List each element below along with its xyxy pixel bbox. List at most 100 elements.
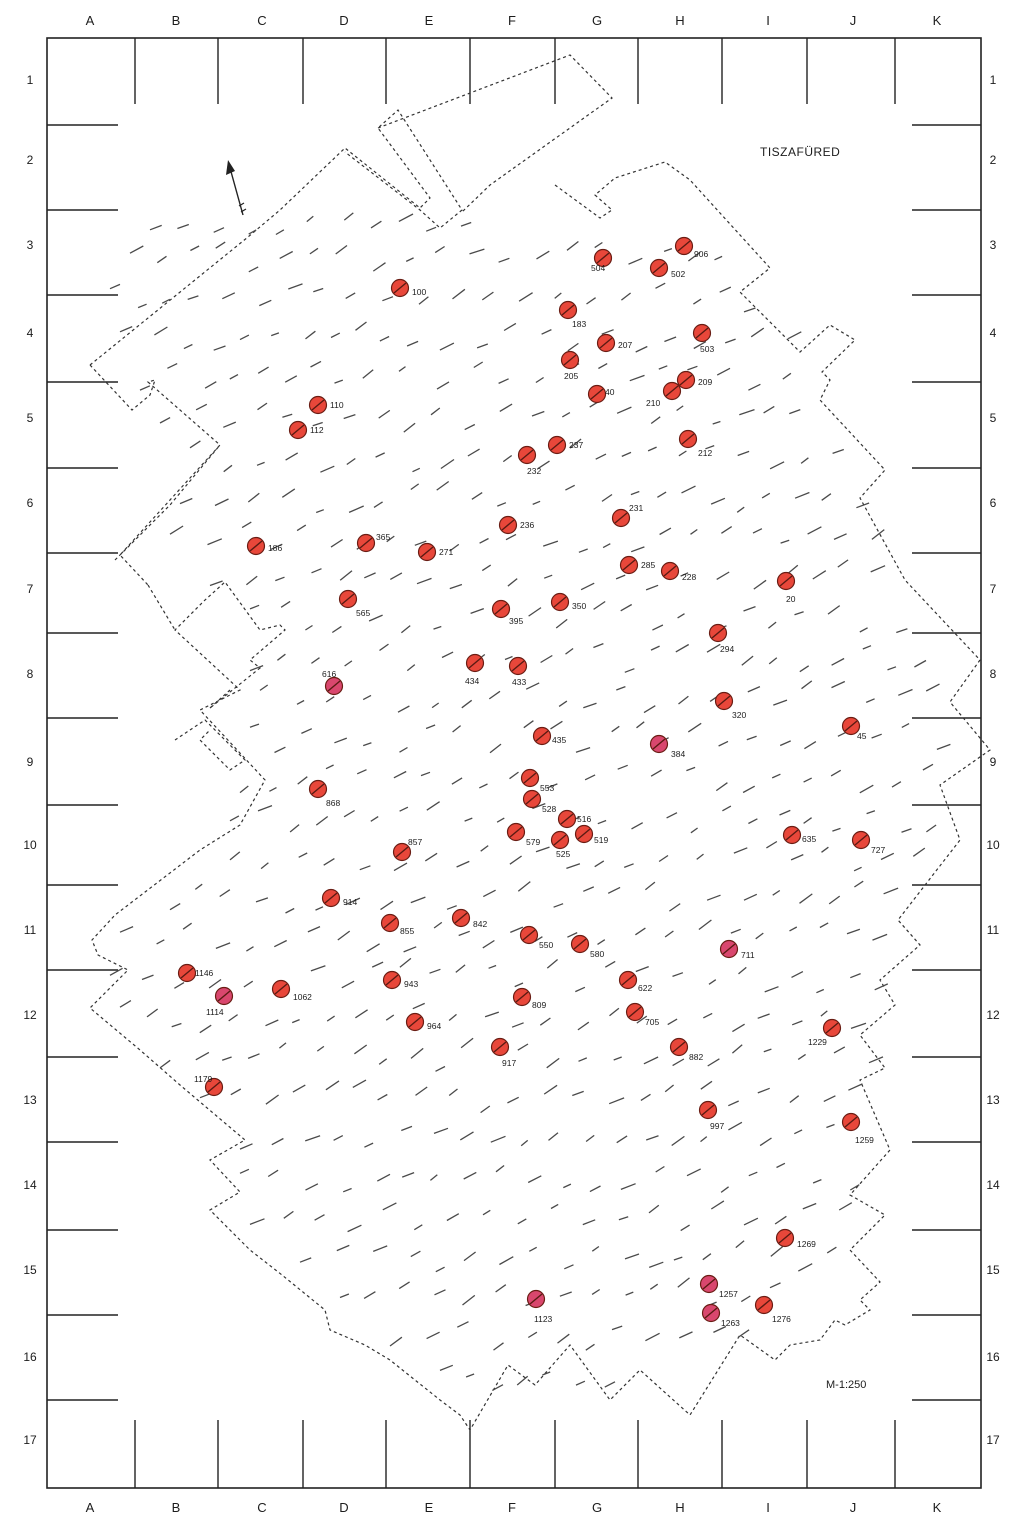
grave-cut (776, 1162, 786, 1169)
grave-marker[interactable]: 855 (380, 913, 415, 937)
grave-marker[interactable]: 1123 (526, 1289, 553, 1325)
grave-marker[interactable]: 40 (587, 384, 615, 404)
grave-marker[interactable]: 906 (674, 236, 709, 260)
grave-cut (542, 540, 559, 547)
grave-marker[interactable]: 842 (451, 908, 488, 930)
grave-marker[interactable]: 997 (698, 1100, 725, 1132)
grave-cut (333, 1135, 344, 1141)
grave-marker[interactable]: 550 (519, 925, 554, 951)
grave-cut (854, 834, 868, 846)
grave-marker[interactable]: 809 (512, 987, 547, 1011)
grave-marker[interactable]: 964 (405, 1012, 442, 1032)
grave-number: 20 (786, 594, 796, 604)
grave-marker[interactable]: 565 (338, 589, 371, 619)
grave-marker[interactable]: 943 (382, 970, 419, 990)
grave-marker[interactable]: 186 (246, 536, 283, 556)
grave-marker[interactable]: 580 (570, 934, 605, 960)
grave-marker[interactable]: 100 (390, 278, 427, 298)
grave-marker[interactable]: 435 (532, 726, 567, 746)
grave-cut (599, 337, 613, 349)
grave-marker[interactable]: 236 (498, 515, 535, 535)
grave-marker[interactable]: 207 (596, 333, 633, 353)
grave-marker[interactable]: 1114 (206, 986, 234, 1018)
grave-marker[interactable]: 1229 (808, 1018, 842, 1048)
grave-marker[interactable]: 110 (308, 395, 344, 415)
grave-marker[interactable]: 1269 (775, 1228, 817, 1250)
grave-cut (395, 846, 409, 858)
grave-marker[interactable]: 365 (356, 532, 391, 553)
grave-marker[interactable]: 384 (649, 734, 686, 760)
grave-marker[interactable]: 232 (517, 445, 542, 477)
grave-marker[interactable]: 622 (618, 970, 653, 994)
grave-marker[interactable]: 205 (560, 350, 580, 382)
grave-marker[interactable]: 1259 (841, 1112, 875, 1146)
grave-marker[interactable]: 727 (851, 830, 886, 856)
grave-marker[interactable]: 434 (465, 653, 485, 687)
grave-marker[interactable]: 504 (591, 248, 613, 274)
grave-cut (871, 529, 885, 540)
grave-marker[interactable]: 525 (550, 830, 571, 860)
grave-marker[interactable]: 868 (308, 779, 341, 809)
grave-marker[interactable]: 917 (490, 1037, 517, 1069)
grave-cut (343, 809, 355, 818)
grave-marker[interactable]: 395 (491, 599, 524, 627)
grave-marker[interactable]: 705 (625, 1002, 660, 1028)
grave-cut (564, 1264, 574, 1270)
grave-cut (664, 1084, 675, 1093)
grave-marker[interactable]: 1146 (177, 963, 214, 983)
grave-cut (362, 742, 372, 747)
grave-marker[interactable]: 294 (708, 623, 735, 655)
grave-cut (671, 1135, 685, 1147)
grave-cut (768, 657, 778, 665)
grave-marker[interactable]: 209 (676, 370, 713, 390)
grave-marker[interactable]: 433 (508, 656, 528, 688)
grave-cut (304, 1135, 321, 1142)
grave-marker[interactable]: 1062 (271, 979, 313, 1003)
grave-marker[interactable]: 1263 (701, 1303, 741, 1329)
grave-marker[interactable]: 228 (660, 561, 697, 583)
grave-marker[interactable]: 553 (520, 768, 555, 794)
grave-cut (156, 939, 165, 945)
grave-marker[interactable]: 231 (611, 503, 644, 528)
grave-marker[interactable]: 320 (714, 691, 747, 721)
grave-marker[interactable]: 183 (558, 300, 587, 330)
grave-marker[interactable]: 212 (678, 429, 713, 459)
grave-cut (316, 1045, 325, 1052)
grave-cut (780, 539, 790, 544)
grave-cut (782, 372, 792, 380)
grave-marker[interactable]: 503 (692, 323, 715, 355)
grave-marker[interactable]: 528 (522, 789, 557, 815)
grave-cut (735, 1240, 745, 1249)
grave-marker[interactable]: 20 (776, 571, 796, 605)
grave-marker[interactable]: 45 (841, 716, 867, 742)
grave-cut (488, 690, 501, 700)
grave-marker[interactable]: 857 (392, 837, 423, 862)
grave-cut (207, 538, 223, 546)
grave-marker[interactable]: 285 (619, 555, 656, 575)
grave-marker[interactable]: 271 (417, 542, 454, 562)
grave-cut (307, 926, 321, 933)
grave-marker[interactable]: 882 (669, 1037, 704, 1063)
grave-cut (281, 488, 296, 498)
grave-marker[interactable]: 1276 (754, 1295, 792, 1325)
grave-marker[interactable]: 112 (288, 420, 324, 440)
grave-marker[interactable]: 210 (646, 381, 682, 409)
grave-marker[interactable]: 914 (321, 888, 358, 908)
grave-marker[interactable]: 635 (782, 825, 817, 845)
grave-marker[interactable]: 616 (322, 669, 344, 696)
grave-marker[interactable]: 237 (547, 435, 584, 455)
grave-marker[interactable]: 579 (506, 822, 541, 848)
grave-marker[interactable]: 350 (550, 592, 587, 612)
grave-cut (914, 659, 927, 668)
grave-marker[interactable]: 519 (574, 824, 609, 846)
grave-cut (479, 537, 489, 544)
grave-marker[interactable]: 711 (719, 939, 755, 961)
grave-marker[interactable]: 1179 (194, 1074, 224, 1097)
grave-cut (372, 1245, 388, 1253)
grave-marker[interactable]: 516 (557, 809, 592, 829)
column-label-bottom: B (172, 1500, 181, 1515)
grave-marker[interactable]: 1257 (699, 1274, 739, 1300)
grave-marker[interactable]: 502 (649, 258, 686, 280)
grave-cut (721, 526, 733, 534)
grave-cut (375, 452, 385, 458)
